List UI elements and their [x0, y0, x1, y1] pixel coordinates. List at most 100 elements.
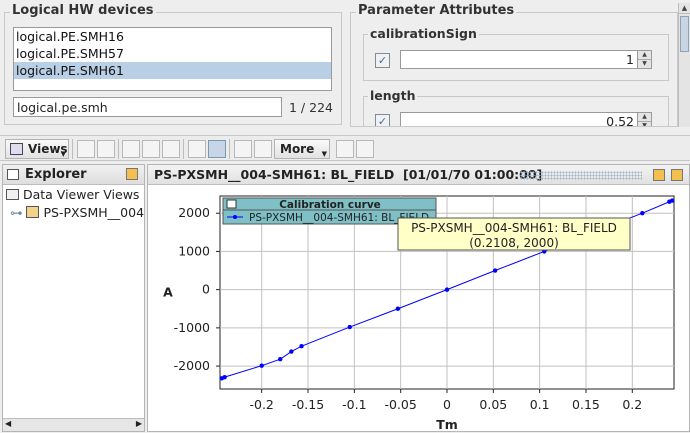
data-point[interactable] [299, 343, 304, 349]
more-label: More [280, 142, 315, 156]
y-axis-label: A [163, 285, 173, 300]
calibration-chart[interactable]: -0.2 -0.15 -0.1 -0.05 0 0.05 0.1 0.15 0.2 -2000 -1… [148, 186, 689, 432]
calibration-sign-field[interactable]: 1 [400, 50, 638, 69]
toolbar-separator [118, 139, 119, 159]
data-viewer-panel: PS-PXSMH__004-SMH61: BL_FIELD [01/01/70 … [147, 164, 690, 432]
legend-entry: PS-PXSMH__004-SMH61: BL_FIELD [249, 212, 429, 224]
tooltip-box [397, 217, 631, 251]
data-point[interactable] [259, 363, 264, 368]
list-item-selected[interactable]: logical.PE.SMH61 [14, 62, 331, 79]
views-label: Views [28, 142, 68, 156]
result-count: 1 / 224 [289, 100, 333, 115]
x-tick-label: 0 [443, 397, 451, 412]
length-group [363, 96, 669, 126]
spin-up-icon[interactable]: ▲ [638, 51, 651, 60]
length-row-clip: ✓ 0.52 ▲ ▼ [351, 108, 677, 126]
x-tick-label: -0.2 [249, 397, 273, 412]
x-tick-label: 0.15 [572, 397, 600, 412]
data-point[interactable] [492, 268, 498, 273]
data-point[interactable] [278, 356, 283, 362]
length-field[interactable]: 0.52 [400, 112, 638, 126]
x-tick-label: -0.1 [342, 397, 366, 412]
toolbar-separator [229, 139, 230, 159]
parameter-attributes-title: Parameter Attributes [356, 3, 517, 18]
data-point[interactable] [640, 210, 645, 216]
expand-handle-icon[interactable]: ⊶ [10, 205, 23, 220]
spin-down-icon[interactable]: ▼ [642, 122, 647, 126]
window-icon[interactable] [234, 140, 252, 158]
y-tick-label: 2000 [178, 205, 210, 220]
x-tick-label: 0.2 [622, 397, 642, 412]
layout-grid-icon[interactable] [77, 140, 95, 158]
y-tick-label: -2000 [174, 358, 210, 373]
hw-devices-title: Logical HW devices [10, 3, 156, 18]
explorer-title: Explorer [25, 167, 87, 182]
rows-icon[interactable] [142, 140, 160, 158]
calibration-sign-checkbox[interactable]: ✓ [375, 53, 390, 68]
length-label: length [368, 88, 418, 103]
viewer-header: PS-PXSMH__004-SMH61: BL_FIELD [01/01/70 … [148, 165, 689, 185]
y-tick-label: -1000 [174, 320, 210, 335]
data-point[interactable] [395, 306, 401, 311]
x-tick-label: -0.15 [292, 397, 324, 412]
length-checkbox[interactable]: ✓ [375, 114, 390, 126]
device-filter-input[interactable] [13, 97, 282, 117]
view-icon [26, 206, 40, 218]
hw-device-list[interactable]: logical.PE.SMH16 logical.PE.SMH57 logica… [13, 27, 332, 91]
title-bar-grip [520, 171, 642, 180]
dropdown-arrow-icon: ▼ [60, 150, 66, 158]
calibration-sign-spinner[interactable]: ▲ ▼ [637, 50, 652, 69]
scroll-up-icon[interactable]: ▲ [679, 3, 690, 14]
calibration-sign-label: calibrationSign [368, 26, 479, 41]
list-item[interactable]: logical.PE.SMH57 [16, 46, 124, 61]
data-point[interactable] [347, 324, 352, 330]
print-icon[interactable] [356, 140, 374, 158]
calibration-sign-group [363, 34, 669, 81]
legend-swatch-point [233, 215, 237, 219]
columns-two-icon[interactable] [122, 140, 140, 158]
explorer-panel: Explorer Data Viewer Views ⊶ PS-PXSMH__0… [2, 164, 145, 432]
tree-root-label: Data Viewer Views [22, 187, 140, 202]
x-axis-label: Tm [436, 417, 458, 432]
viewer-title: PS-PXSMH__004-SMH61: BL_FIELD [01/01/70 … [154, 167, 543, 182]
data-point[interactable] [669, 198, 675, 203]
export-icon[interactable] [336, 140, 354, 158]
toolbar-separator [72, 139, 73, 159]
more-button[interactable]: More ▼ [274, 139, 330, 159]
explorer-hscrollbar[interactable]: ◀ ▶ [3, 418, 144, 431]
data-point[interactable] [289, 349, 294, 354]
views-button[interactable]: Views ▼ [5, 139, 69, 159]
scroll-right-icon[interactable]: ▶ [135, 419, 142, 428]
legend-collapse-icon[interactable] [226, 199, 237, 209]
folder-tree-icon [6, 189, 19, 200]
parameter-scrollbar[interactable]: ▲ [678, 3, 690, 127]
spin-down-icon[interactable]: ▼ [642, 60, 647, 67]
table-icon[interactable] [254, 140, 272, 158]
explorer-icon [7, 169, 19, 180]
spin-up-icon[interactable]: ▲ [638, 113, 651, 122]
length-spinner[interactable]: ▲ ▼ [637, 112, 652, 126]
list-view-icon[interactable] [208, 140, 226, 158]
tree-child-label: PS-PXSMH__004 [43, 205, 145, 220]
toolbar-separator [183, 139, 184, 159]
tree-child[interactable]: ⊶ PS-PXSMH__004 [10, 205, 144, 220]
list-item[interactable]: logical.PE.SMH16 [16, 29, 124, 44]
maximize-icon[interactable] [671, 169, 683, 181]
chart-settings-icon[interactable] [188, 140, 206, 158]
scroll-left-icon[interactable]: ◀ [5, 419, 12, 428]
detach-icon[interactable] [126, 168, 138, 180]
scroll-thumb[interactable] [680, 16, 689, 52]
x-tick-label: -0.05 [385, 397, 417, 412]
dropdown-arrow-icon: ▼ [321, 150, 327, 158]
tree-root[interactable]: Data Viewer Views [6, 187, 139, 202]
layout-split-icon[interactable] [97, 140, 115, 158]
data-point[interactable] [444, 287, 450, 292]
data-point[interactable] [222, 374, 227, 380]
detach-icon[interactable] [653, 169, 665, 181]
legend-title: Calibration curve [279, 199, 381, 211]
tooltip-value: (0.2108, 2000) [469, 236, 559, 250]
views-icon [10, 143, 23, 155]
main-toolbar: Views ▼ More ▼ [0, 135, 690, 161]
y-tick-label: 1000 [178, 243, 210, 258]
columns-three-icon[interactable] [162, 140, 180, 158]
